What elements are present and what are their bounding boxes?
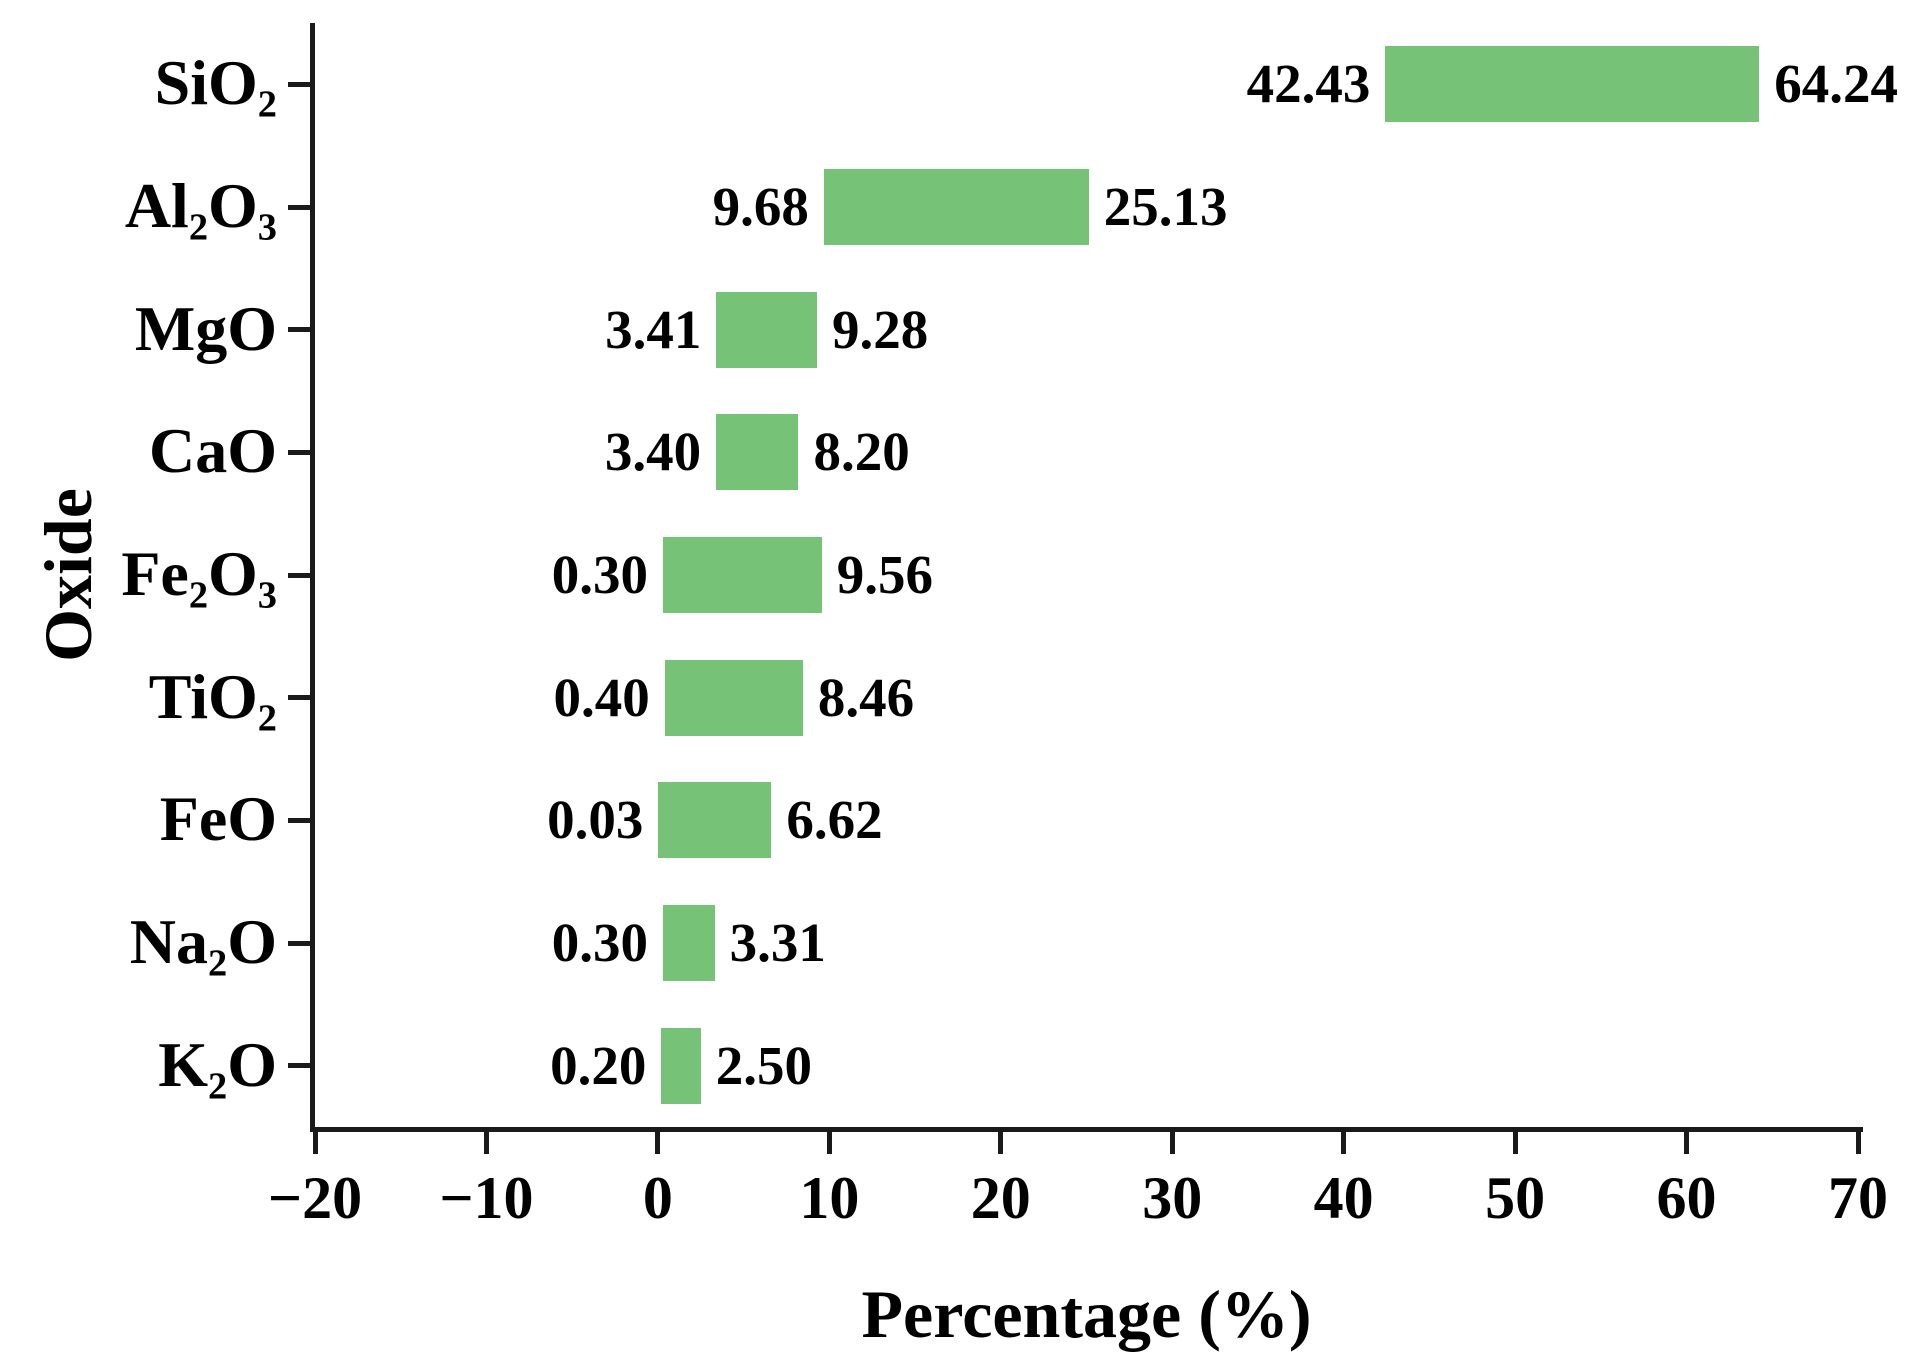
bar-max-label-Al2O3: 25.13 — [1103, 176, 1228, 237]
y-tick — [288, 940, 310, 946]
y-tick — [288, 449, 310, 455]
category-label-K2O: K2O — [0, 1032, 277, 1107]
x-tick-label: 50 — [1485, 1165, 1546, 1231]
subscript: 2 — [188, 206, 209, 249]
x-tick-label: −10 — [439, 1165, 534, 1231]
x-tick — [655, 1132, 661, 1154]
subscript: 2 — [257, 696, 277, 739]
bar-min-label-SiO2: 42.43 — [1246, 53, 1371, 115]
x-tick — [1855, 1132, 1861, 1154]
y-tick — [288, 572, 310, 578]
formula-text: TiO — [148, 660, 258, 732]
range-bar-MgO — [716, 291, 817, 368]
bar-max-label-CaO: 8.20 — [813, 421, 910, 483]
x-tick-label: 0 — [642, 1165, 673, 1231]
x-tick — [483, 1132, 489, 1154]
bar-min-label-CaO: 3.40 — [604, 421, 702, 483]
bar-max-label-FeO: 6.62 — [786, 789, 883, 851]
formula-text: CaO — [149, 415, 277, 487]
subscript: 2 — [208, 1064, 228, 1107]
subscript: 3 — [257, 206, 277, 249]
bar-min-label-Fe2O3: 0.30 — [551, 544, 649, 605]
x-tick-label: −20 — [267, 1165, 363, 1231]
category-label-Al2O3: Al2O3 — [0, 174, 277, 247]
x-tick-label: 70 — [1828, 1165, 1888, 1231]
y-tick — [288, 1063, 310, 1069]
bar-max-label-Na2O: 3.31 — [729, 912, 826, 973]
formula-text: O — [227, 906, 277, 977]
formula-text: K — [158, 1028, 209, 1100]
x-tick — [826, 1132, 832, 1154]
range-bar-Fe2O3 — [663, 537, 822, 613]
x-axis-title: Percentage (%) — [861, 1276, 1312, 1352]
bar-min-label-TiO2: 0.40 — [553, 666, 650, 728]
x-tick — [312, 1132, 318, 1154]
x-tick — [1684, 1132, 1690, 1154]
bar-max-label-SiO2: 64.24 — [1774, 53, 1898, 115]
y-tick — [288, 81, 310, 87]
bar-min-label-MgO: 3.41 — [605, 298, 702, 360]
y-tick — [288, 327, 310, 333]
formula-text: Al — [124, 170, 189, 241]
formula-text: Fe — [121, 538, 189, 609]
category-label-CaO: CaO — [0, 419, 277, 483]
range-bar-Al2O3 — [823, 169, 1089, 245]
range-bar-FeO — [658, 782, 772, 859]
y-tick — [288, 695, 310, 701]
subscript: 2 — [188, 574, 209, 617]
range-bar-SiO2 — [1385, 46, 1760, 123]
x-tick-label: 10 — [799, 1165, 860, 1231]
y-tick — [288, 204, 310, 210]
formula-text: Na — [129, 906, 209, 977]
x-tick — [998, 1132, 1004, 1154]
category-label-FeO: FeO — [0, 787, 277, 851]
x-axis-line — [310, 1127, 1863, 1132]
subscript: 2 — [208, 942, 228, 985]
formula-text: SiO — [154, 47, 258, 119]
x-tick-label: 30 — [1142, 1165, 1203, 1231]
x-tick-label: 60 — [1656, 1165, 1717, 1231]
range-bar-TiO2 — [664, 659, 803, 736]
category-label-MgO: MgO — [0, 296, 277, 361]
subscript: 3 — [257, 574, 277, 617]
bar-max-label-K2O: 2.50 — [715, 1034, 812, 1096]
range-bar-CaO — [716, 414, 799, 491]
category-label-Na2O: Na2O — [0, 910, 277, 983]
range-bar-K2O — [661, 1027, 701, 1104]
formula-text: MgO — [134, 292, 277, 364]
formula-text: O — [208, 538, 258, 609]
bar-max-label-Fe2O3: 9.56 — [836, 544, 934, 605]
bar-min-label-Na2O: 0.30 — [551, 912, 649, 973]
subscript: 2 — [257, 83, 277, 126]
bar-min-label-K2O: 0.20 — [550, 1034, 647, 1096]
formula-text: O — [227, 1028, 277, 1100]
x-tick — [1512, 1132, 1518, 1154]
category-label-TiO2: TiO2 — [0, 664, 277, 739]
category-label-SiO2: SiO2 — [0, 51, 277, 124]
bar-min-label-FeO: 0.03 — [547, 789, 644, 851]
bar-max-label-TiO2: 8.46 — [817, 666, 915, 728]
bar-max-label-MgO: 9.28 — [831, 298, 929, 360]
x-tick — [1169, 1132, 1175, 1154]
y-tick — [288, 817, 310, 823]
x-tick — [1341, 1132, 1347, 1154]
formula-text: FeO — [159, 783, 277, 855]
x-tick-label: 40 — [1313, 1165, 1374, 1231]
category-label-Fe2O3: Fe2O3 — [0, 542, 277, 615]
bar-min-label-Al2O3: 9.68 — [712, 176, 809, 237]
range-bar-Na2O — [663, 905, 715, 981]
y-axis-line — [310, 23, 315, 1132]
formula-text: O — [208, 170, 258, 241]
x-tick-label: 20 — [970, 1165, 1031, 1231]
